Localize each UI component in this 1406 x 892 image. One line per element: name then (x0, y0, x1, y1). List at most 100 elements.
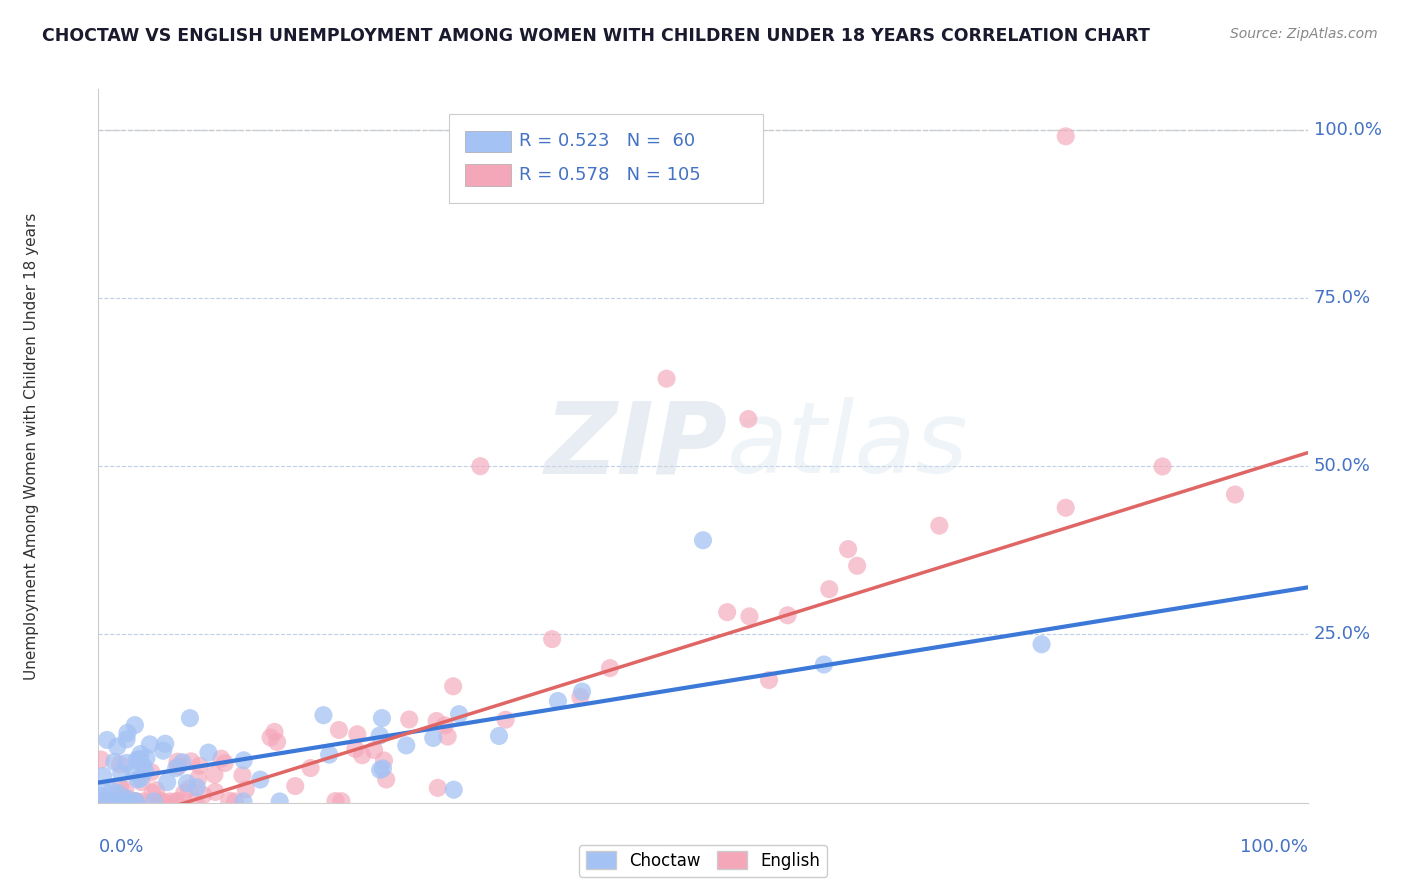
Point (91, 781, 114, 796)
Point (129, 747, 152, 761)
Point (90, 794, 112, 808)
Point (94, 794, 117, 808)
Point (231, 768, 253, 782)
Point (441, 679, 464, 693)
Point (105, 794, 128, 808)
Text: 100.0%: 100.0% (1240, 838, 1308, 856)
Point (155, 737, 177, 751)
Point (91, 769, 114, 783)
Point (90, 794, 112, 808)
Point (180, 755, 202, 769)
Point (108, 794, 131, 808)
Point (1223, 487, 1246, 501)
Point (152, 794, 174, 808)
Point (330, 794, 353, 808)
Point (96, 794, 118, 808)
Text: ZIP: ZIP (544, 398, 727, 494)
Point (249, 772, 271, 787)
Point (176, 776, 198, 790)
Point (117, 794, 139, 808)
Point (124, 794, 146, 808)
Point (101, 794, 124, 808)
Point (846, 558, 869, 573)
Point (110, 794, 132, 808)
Point (325, 794, 347, 808)
Point (128, 752, 150, 766)
FancyBboxPatch shape (449, 114, 763, 203)
Point (96, 794, 118, 808)
Point (110, 766, 132, 780)
Point (91, 794, 114, 808)
Point (145, 783, 167, 797)
Text: R = 0.523   N =  60: R = 0.523 N = 60 (519, 132, 696, 150)
Text: atlas: atlas (727, 398, 969, 494)
FancyBboxPatch shape (465, 164, 510, 186)
Point (266, 735, 288, 749)
Point (165, 794, 187, 808)
Point (115, 732, 138, 747)
Point (108, 757, 131, 772)
Point (426, 780, 449, 795)
Point (139, 737, 162, 751)
Point (218, 794, 240, 808)
Point (928, 518, 950, 533)
Point (232, 794, 254, 808)
Point (259, 731, 281, 745)
Point (193, 788, 215, 802)
Point (90, 789, 112, 803)
Point (90, 794, 112, 808)
Point (599, 661, 621, 675)
Point (115, 791, 138, 805)
Point (167, 794, 190, 808)
Point (571, 684, 593, 698)
Point (124, 794, 146, 808)
Point (172, 756, 194, 770)
Point (368, 763, 391, 777)
Point (149, 794, 172, 808)
Point (328, 723, 350, 737)
Point (363, 743, 385, 757)
Point (90, 794, 112, 808)
Point (299, 761, 322, 775)
Point (134, 764, 156, 779)
Point (103, 794, 125, 808)
Point (375, 772, 398, 787)
Point (398, 713, 420, 727)
Text: Unemployment Among Women with Children Under 18 years: Unemployment Among Women with Children U… (24, 212, 39, 680)
Point (569, 690, 592, 704)
Point (132, 794, 155, 808)
Point (90, 752, 112, 766)
Legend: Choctaw, English: Choctaw, English (579, 845, 827, 877)
Point (114, 794, 136, 808)
Point (177, 781, 200, 796)
Point (125, 794, 148, 808)
Point (165, 761, 187, 775)
Point (122, 794, 145, 808)
Point (716, 605, 738, 619)
Point (758, 673, 780, 687)
Point (204, 767, 226, 781)
Point (131, 775, 153, 789)
Point (122, 765, 145, 780)
Point (90, 794, 112, 808)
Point (108, 780, 131, 794)
Point (103, 794, 125, 808)
Point (818, 582, 841, 597)
Text: R = 0.578   N = 105: R = 0.578 N = 105 (519, 166, 702, 184)
Point (371, 761, 394, 775)
Point (495, 713, 517, 727)
Point (159, 794, 181, 808)
Point (470, 459, 492, 474)
Text: Source: ZipAtlas.com: Source: ZipAtlas.com (1230, 27, 1378, 41)
Point (197, 746, 219, 760)
Point (152, 744, 174, 758)
Point (141, 765, 163, 780)
Point (1054, 500, 1077, 515)
Point (188, 759, 211, 773)
Point (547, 694, 569, 708)
Text: 0.0%: 0.0% (98, 838, 143, 856)
Point (187, 772, 209, 786)
Point (127, 772, 149, 787)
Point (692, 533, 714, 548)
Point (97, 794, 120, 808)
